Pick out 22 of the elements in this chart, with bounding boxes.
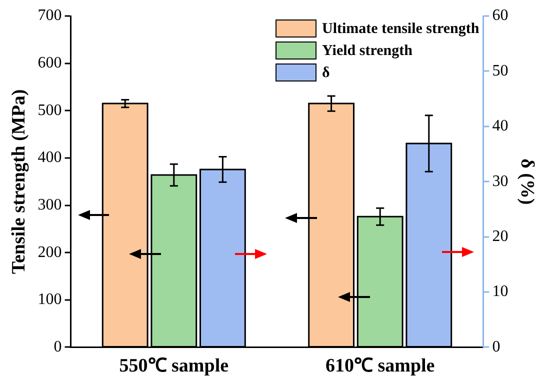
y2-tick-label: 30 <box>492 172 508 190</box>
y2-tick-label: 60 <box>492 7 508 24</box>
y2-tick-label: 0 <box>492 338 500 356</box>
y-axis-title: Tensile strength (MPa) <box>8 89 30 274</box>
y-tick-label: 0 <box>54 338 62 356</box>
y2-tick-label: 40 <box>492 118 508 135</box>
y2-tick-label: 20 <box>492 228 508 246</box>
y-tick-label: 100 <box>38 291 62 308</box>
y-tick-label: 400 <box>38 149 62 166</box>
legend-label: δ <box>322 64 330 81</box>
legend-label: Yield strength <box>322 42 414 59</box>
y-tick-label: 600 <box>38 54 62 72</box>
y-tick-label: 300 <box>38 196 62 214</box>
y2-axis-title: δ (%) <box>516 158 538 205</box>
y2-tick-label: 50 <box>492 62 508 80</box>
y2-tick-label: 10 <box>492 283 508 300</box>
y-tick-label: 200 <box>38 244 62 261</box>
x-tick-label: 550℃ sample <box>119 356 229 377</box>
y-tick-label: 500 <box>38 102 62 119</box>
legend-label: Ultimate tensile strength <box>322 20 480 37</box>
y-tick-label: 700 <box>38 7 62 24</box>
x-tick-label: 610℃ sample <box>325 356 435 377</box>
